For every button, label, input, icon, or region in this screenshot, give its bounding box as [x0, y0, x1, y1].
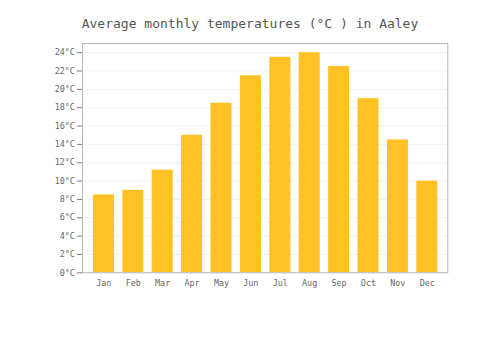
- svg-text:24°C: 24°C: [55, 47, 75, 57]
- svg-text:Jun: Jun: [243, 278, 258, 288]
- html-text:Average monthly temperatures (: Average monthly temperatures (°C ) in Aa…: [81, 16, 419, 31]
- svg-text:Jul: Jul: [273, 278, 288, 288]
- svg-text:6°C: 6°C: [60, 212, 75, 222]
- svg-text:8°C: 8°C: [60, 194, 75, 204]
- svg-text:Jan: Jan: [96, 278, 111, 288]
- svg-text:Dec: Dec: [420, 278, 435, 288]
- svg-text:22°C: 22°C: [55, 66, 75, 76]
- svg-text:Nov: Nov: [390, 278, 405, 288]
- svg-text:4°C: 4°C: [60, 231, 75, 241]
- svg-text:10°C: 10°C: [55, 176, 75, 186]
- svg-text:Feb: Feb: [126, 278, 141, 288]
- svg-text:16°C: 16°C: [55, 121, 75, 131]
- svg-text:May: May: [214, 278, 229, 288]
- svg-text:Oct: Oct: [361, 278, 376, 288]
- svg-text:Mar: Mar: [155, 278, 170, 288]
- svg-text:Sep: Sep: [331, 278, 346, 288]
- svg-text:12°C: 12°C: [55, 157, 75, 167]
- svg-text:18°C: 18°C: [55, 102, 75, 112]
- svg-text:20°C: 20°C: [55, 84, 75, 94]
- svg-text:0°C: 0°C: [60, 268, 75, 278]
- svg-text:14°C: 14°C: [55, 139, 75, 149]
- svg-text:2°C: 2°C: [60, 249, 75, 259]
- svg-text:Aug: Aug: [302, 278, 317, 288]
- svg-text:Apr: Apr: [184, 278, 199, 288]
